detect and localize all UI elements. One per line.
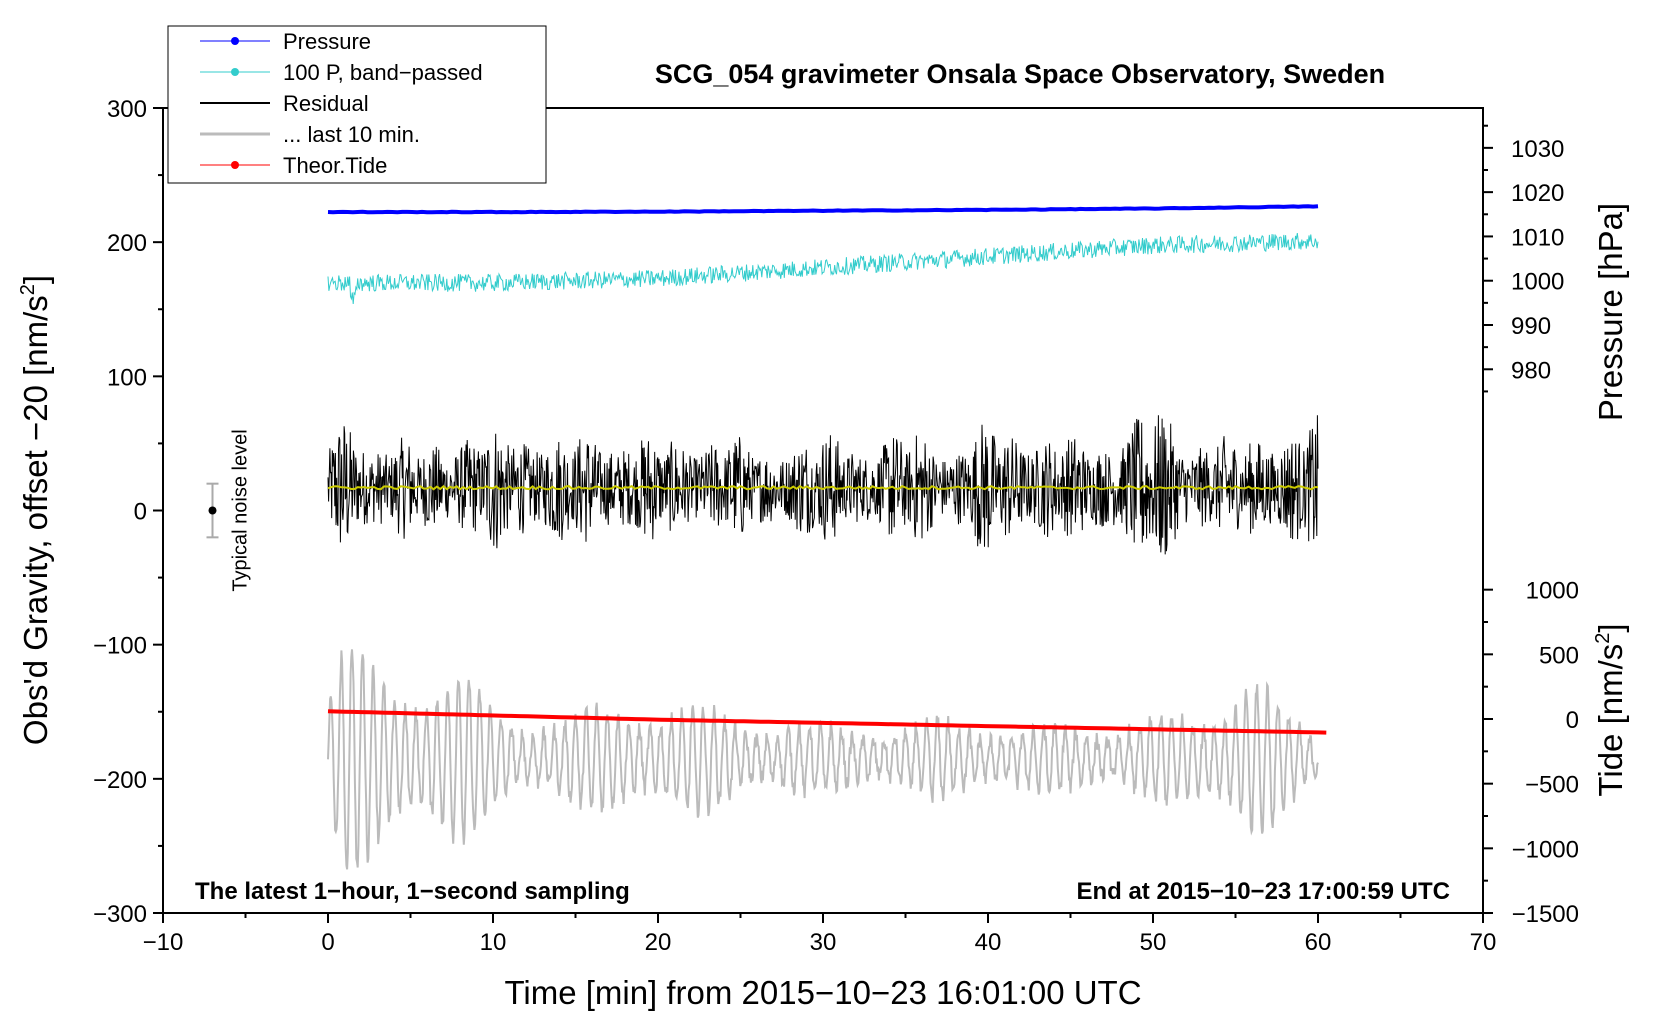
tide-tick-label: 0 — [1566, 707, 1579, 734]
tide-tick-label: −1500 — [1512, 901, 1579, 928]
legend-marker — [231, 68, 239, 76]
series-layer — [327, 204, 1327, 870]
legend-marker — [231, 161, 239, 169]
y-tick-label: 300 — [107, 96, 147, 123]
y-axis-title-main: Obs'd Gravity, offset −20 [nm/s — [17, 295, 54, 745]
legend-label: Residual — [283, 91, 369, 116]
ticks-layer: −10 0 10 20 30 40 50 60 70−300−200−1000100200300… — [93, 96, 1579, 956]
tide-axis-title: Tide [nm/s2] — [1592, 623, 1629, 796]
chart-title: SCG_054 gravimeter Onsala Space Observat… — [655, 59, 1385, 89]
y-tick-label: −300 — [93, 901, 147, 928]
legend-label: Theor.Tide — [283, 153, 387, 178]
x-tick-label: 50 — [1140, 929, 1167, 956]
band-passed-pressure-line — [327, 233, 1319, 305]
x-tick-label: 40 — [975, 929, 1002, 956]
legend-label: Pressure — [283, 29, 371, 54]
x-tick-label: 70 — [1470, 929, 1497, 956]
tide-tick-label: 500 — [1539, 642, 1579, 669]
residual-smoothed-line — [327, 484, 1318, 491]
y-tick-label: −200 — [93, 767, 147, 794]
x-axis-title: Time [min] from 2015−10−23 16:01:00 UTC — [504, 974, 1141, 1011]
tide-tick-label: −1000 — [1512, 836, 1579, 863]
pressure-axis-title: Pressure [hPa] — [1592, 203, 1629, 421]
legend-box — [167, 25, 547, 184]
end-time-note: End at 2015−10−23 17:00:59 UTC — [1076, 878, 1450, 905]
tide-axis-title-main: Tide [nm/s — [1592, 644, 1629, 797]
pressure-tick-label: 1010 — [1511, 224, 1564, 251]
legend-label: 100 P, band−passed — [283, 60, 483, 85]
tide-axis-title-sup: 2 — [1592, 633, 1614, 644]
pressure-tick-label: 1030 — [1511, 136, 1564, 163]
noise-label: Typical noise level — [230, 429, 252, 591]
y-tick-label: 100 — [107, 364, 147, 391]
y-axis-title-sup: 2 — [17, 284, 39, 295]
y-tick-label: 0 — [134, 499, 147, 526]
tide-line — [327, 709, 1327, 735]
sampling-note: The latest 1−hour, 1−second sampling — [195, 878, 630, 905]
x-tick-label: 20 — [645, 929, 672, 956]
pressure-tick-label: 990 — [1511, 313, 1551, 340]
noise-indicator: Typical noise level — [206, 429, 252, 592]
tide-tick-label: 1000 — [1526, 578, 1579, 605]
y-tick-label: −100 — [93, 633, 147, 660]
legend-label: ... last 10 min. — [283, 122, 420, 147]
legend: Pressure 100 P, band−passed Residual ... la… — [167, 25, 547, 184]
y-tick-label: 200 — [107, 230, 147, 257]
x-tick-label: 60 — [1305, 929, 1332, 956]
pressure-tick-label: 1000 — [1511, 269, 1564, 296]
x-tick-label: 30 — [810, 929, 837, 956]
x-tick-label: 10 — [480, 929, 507, 956]
noise-dot — [208, 506, 217, 515]
residual-line — [327, 415, 1319, 555]
pressure-line — [327, 204, 1319, 215]
x-tick-label: 0 — [321, 929, 334, 956]
y-axis-title: Obs'd Gravity, offset −20 [nm/s2] — [17, 275, 54, 745]
tide-axis-title-end: ] — [1592, 623, 1629, 632]
legend-marker — [231, 37, 239, 45]
x-tick-label: −10 — [143, 929, 184, 956]
pressure-tick-label: 1020 — [1511, 180, 1564, 207]
pressure-tick-label: 980 — [1511, 357, 1551, 384]
tide-tick-label: −500 — [1525, 772, 1579, 799]
last-10-min-line — [327, 649, 1319, 870]
y-axis-title-end: ] — [17, 275, 54, 284]
